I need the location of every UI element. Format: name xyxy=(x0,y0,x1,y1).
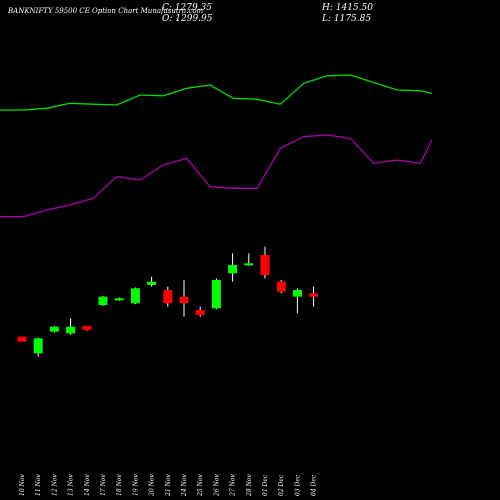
x-tick-label: 14 Nov xyxy=(84,474,91,496)
candle-12 xyxy=(195,306,205,317)
x-tick-label: 20 Nov xyxy=(149,474,156,497)
candle-8 xyxy=(130,287,140,305)
x-tick-label: 28 Nov xyxy=(246,474,253,497)
x-tick-label: 17 Nov xyxy=(100,474,107,496)
x-tick-label: 03 Dec xyxy=(294,474,301,496)
candle-body xyxy=(195,310,205,315)
candle-9 xyxy=(147,276,157,287)
candle-1 xyxy=(17,336,27,342)
candle-7 xyxy=(114,297,124,301)
chart-title: BANKNIFTY 59500 CE Option Chart Munafasu… xyxy=(8,7,204,15)
high-value: H: 1415.50 xyxy=(322,3,373,13)
open-value: O: 1299.95 xyxy=(162,14,213,24)
candle-body xyxy=(33,338,43,354)
candle-body xyxy=(82,325,92,330)
candle-body xyxy=(98,296,108,305)
candle-body xyxy=(244,263,254,266)
lower-band-line xyxy=(0,134,433,218)
candle-body xyxy=(179,296,189,304)
x-tick-label: 01 Dec xyxy=(262,474,269,496)
x-tick-label: 24 Nov xyxy=(181,474,188,497)
candles-layer xyxy=(17,246,319,357)
x-tick-labels: 10 Nov 11 Nov 12 Nov 13 Nov 14 Nov 17 Nov 18 N… xyxy=(19,474,318,497)
candle-5 xyxy=(82,325,92,331)
candle-body xyxy=(147,281,157,285)
candle-11 xyxy=(179,280,189,317)
x-tick-label: 13 Nov xyxy=(68,474,75,496)
candle-body xyxy=(66,326,76,334)
x-tick-label: 26 Nov xyxy=(213,474,220,497)
candle-15 xyxy=(244,253,254,266)
candle-19 xyxy=(309,286,319,307)
x-tick-label: 11 Nov xyxy=(35,474,42,496)
candle-17 xyxy=(276,280,286,294)
x-tick-label: 25 Nov xyxy=(197,474,204,497)
upper-band-line xyxy=(0,74,433,111)
candle-body xyxy=(309,293,319,297)
bands-layer xyxy=(0,74,433,218)
candle-3 xyxy=(49,325,59,333)
candle-2 xyxy=(33,337,43,357)
candle-body xyxy=(292,290,302,297)
candle-body xyxy=(17,336,27,342)
candle-6 xyxy=(98,295,108,306)
candle-body xyxy=(130,288,140,304)
low-value: L: 1175.85 xyxy=(322,14,372,24)
x-tick-label: 02 Dec xyxy=(278,474,285,496)
candle-body xyxy=(163,290,173,304)
x-tick-label: 04 Dec xyxy=(311,474,318,496)
candle-4 xyxy=(66,318,76,335)
candle-16 xyxy=(260,246,270,279)
x-tick-label: 27 Nov xyxy=(230,474,237,497)
candle-body xyxy=(276,281,286,292)
candle-body xyxy=(49,326,59,332)
x-tick-label: 18 Nov xyxy=(116,474,123,496)
close-value: C: 1279.35 xyxy=(162,3,212,13)
x-tick-label: 21 Nov xyxy=(165,474,172,497)
x-tick-label: 19 Nov xyxy=(132,474,139,496)
candle-18 xyxy=(292,288,302,314)
x-tick-label: 12 Nov xyxy=(51,474,58,496)
candle-body xyxy=(211,280,221,309)
candle-body xyxy=(260,255,270,275)
candle-10 xyxy=(163,286,173,307)
x-tick-label: 10 Nov xyxy=(19,474,26,496)
candle-body xyxy=(228,265,238,274)
candle-14 xyxy=(228,253,238,282)
candle-13 xyxy=(211,278,221,310)
candle-body xyxy=(114,298,124,301)
